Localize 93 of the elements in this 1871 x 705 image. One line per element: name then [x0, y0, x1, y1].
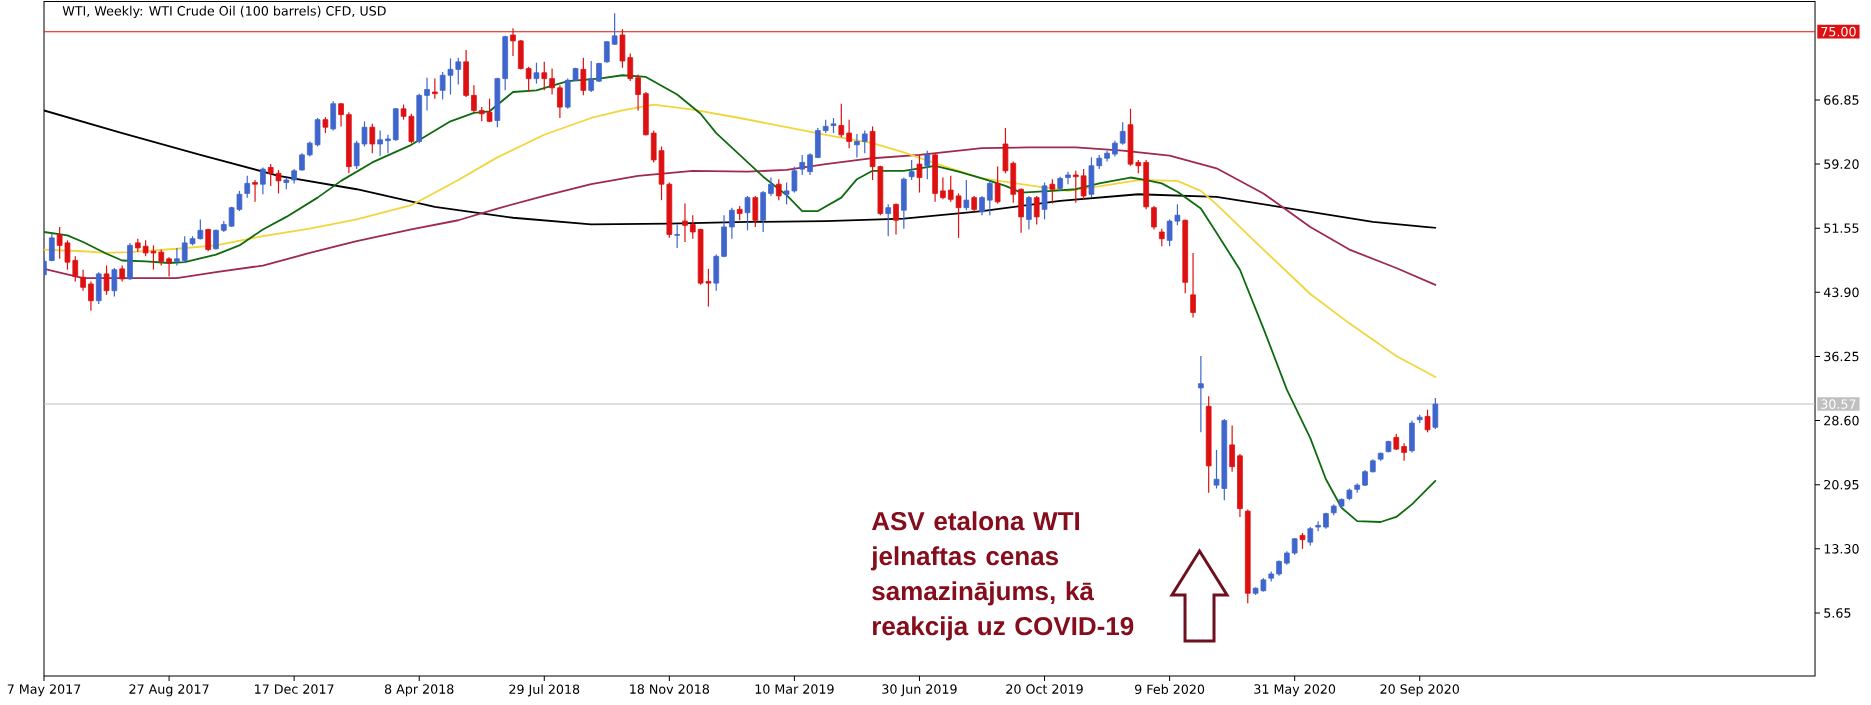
candlestick	[213, 228, 219, 251]
y-tick-label: 66.85	[1824, 95, 1859, 105]
candlestick	[979, 195, 985, 216]
candlestick	[1401, 442, 1407, 462]
candlestick	[775, 178, 782, 201]
candlestick	[1049, 178, 1056, 205]
y-tick-label: 36.25	[1824, 351, 1859, 362]
candlestick	[244, 175, 251, 199]
y-tick-label: 20.95	[1824, 479, 1859, 490]
candlestick	[533, 62, 540, 85]
x-tick-label: 30 Jun 2019	[882, 684, 957, 697]
candlestick	[111, 267, 118, 298]
candlestick	[1432, 397, 1439, 430]
x-tick-label: 31 May 2020	[1254, 684, 1336, 697]
candlestick	[635, 73, 641, 112]
candlestick	[854, 133, 860, 158]
y-tick-label: 51.55	[1824, 223, 1859, 233]
candlestick	[385, 134, 391, 154]
candlestick	[611, 12, 618, 46]
candlestick	[1424, 409, 1431, 433]
candlestick	[369, 123, 376, 154]
candlestick	[1229, 425, 1235, 473]
candlestick	[49, 233, 55, 262]
y-tick-label: 59.20	[1824, 159, 1859, 169]
candlestick	[88, 280, 94, 312]
candlestick	[1119, 121, 1126, 146]
candlestick	[432, 78, 438, 100]
candlestick	[963, 179, 970, 211]
candlestick	[166, 256, 172, 278]
candlestick	[377, 129, 383, 157]
chart-title: WTI, Weekly: WTI Crude Oil (100 barrels) CFD, USD	[62, 5, 386, 19]
candlestick	[557, 84, 563, 119]
candlestick	[1190, 252, 1196, 319]
y-tick-label: 5.65	[1824, 608, 1851, 618]
candlestick	[1033, 195, 1040, 226]
x-tick-label: 7 May 2017	[7, 684, 81, 697]
candlestick	[1307, 526, 1314, 547]
candlestick	[471, 84, 477, 113]
candlestick	[1080, 168, 1087, 200]
candlestick	[260, 166, 266, 195]
y-tick-label: 43.90	[1823, 287, 1859, 298]
candlestick	[1072, 170, 1079, 204]
x-tick-label: 20 Oct 2019	[1006, 684, 1083, 694]
candlestick	[893, 202, 899, 236]
candlestick	[103, 264, 110, 296]
candlestick	[1065, 171, 1071, 185]
candlestick	[986, 179, 993, 216]
candlestick	[885, 203, 892, 237]
y-tick-label: 13.30	[1824, 544, 1859, 554]
candlestick	[80, 269, 86, 292]
candlestick	[799, 154, 806, 176]
candlestick	[916, 154, 923, 194]
candlestick	[689, 214, 696, 240]
candlestick	[924, 150, 931, 180]
candlestick	[994, 166, 1001, 205]
candlestick	[744, 195, 751, 231]
candlestick	[861, 129, 868, 154]
x-tick-label: 29 Jul 2018	[509, 684, 580, 697]
x-tick-label: 18 Nov 2018	[630, 684, 710, 694]
candlestick	[1151, 205, 1157, 231]
candlestick	[1315, 520, 1321, 532]
candlestick	[838, 103, 845, 138]
candlestick	[1198, 355, 1204, 433]
candlestick	[580, 57, 587, 96]
candlestick	[525, 66, 532, 93]
candlestick	[174, 247, 180, 267]
annotation: ASV etalona WTI jelnaftas cenas samazinājums, kā reakcija uz COVID-19	[870, 511, 1134, 641]
x-tick-label: 10 Mar 2019	[755, 684, 834, 694]
y-tick-label: 28.60	[1824, 415, 1859, 426]
x-tick-label: 17 Dec 2017	[255, 684, 334, 694]
candlestick	[541, 61, 548, 91]
candlestick	[908, 159, 915, 181]
x-tick-label: 8 Apr 2018	[384, 684, 454, 697]
ref-line-label: 75.00	[1821, 26, 1856, 37]
ref-line-label: 30.57	[1821, 399, 1856, 409]
x-tick-label: 20 Sep 2020	[1380, 684, 1460, 697]
x-tick-label: 9 Feb 2020	[1135, 684, 1205, 695]
candlestick	[549, 67, 555, 96]
candlestick	[674, 223, 680, 249]
candlestick	[424, 77, 430, 112]
candlestick	[807, 152, 813, 176]
candlestick	[729, 207, 735, 240]
candlestick	[1041, 181, 1048, 221]
candlestick	[588, 60, 594, 93]
candlestick	[768, 176, 774, 197]
candlestick	[846, 119, 852, 149]
line-series	[44, 103, 1437, 378]
candlestick	[252, 179, 258, 203]
x-tick-label: 27 Aug 2017	[129, 684, 209, 697]
candlestick	[752, 195, 759, 228]
candlestick	[682, 202, 688, 243]
candlestick	[1026, 195, 1032, 231]
candlestick	[940, 176, 946, 200]
